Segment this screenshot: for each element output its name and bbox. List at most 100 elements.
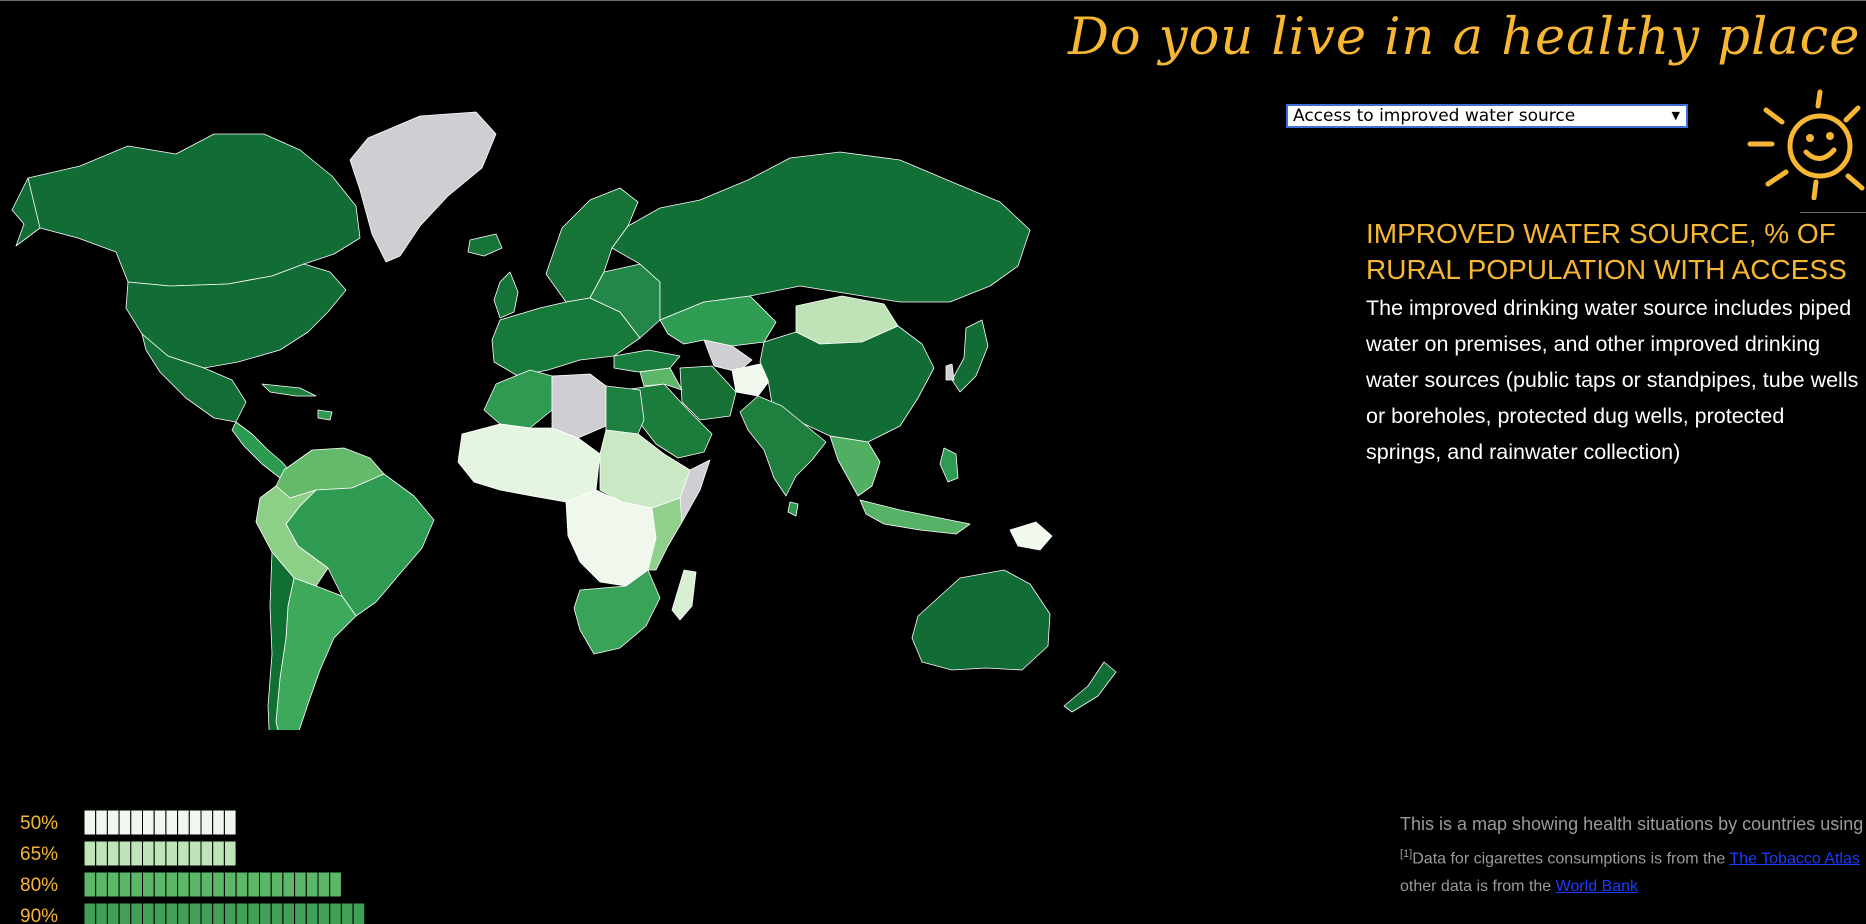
legend-box (153, 902, 167, 924)
legend-box (153, 871, 167, 898)
country-central-asia-nodata[interactable] (703, 339, 753, 373)
country-philippines[interactable] (939, 447, 959, 483)
country-caribbean[interactable] (317, 409, 333, 421)
legend-box (106, 809, 120, 836)
legend-box (200, 840, 214, 867)
country-egypt[interactable] (605, 385, 645, 435)
country-afghanistan[interactable] (731, 363, 771, 397)
legend-box (118, 871, 132, 898)
legend-box (305, 871, 319, 898)
country-east-africa[interactable] (647, 497, 683, 571)
country-india[interactable] (739, 395, 827, 497)
legend-box (118, 902, 132, 924)
legend-box (329, 871, 342, 898)
legend-box (106, 840, 120, 867)
country-north-africa-west[interactable] (483, 369, 553, 429)
country-arabia[interactable] (623, 383, 713, 459)
legend-box (200, 902, 214, 924)
country-cuba[interactable] (261, 383, 317, 397)
legend-box (188, 840, 202, 867)
sources-text: [1]Data for cigarettes consumptions is f… (1400, 840, 1866, 901)
variable-description: The improved drinking water source inclu… (1366, 296, 1859, 464)
legend-box (282, 871, 296, 898)
legend-box (153, 840, 167, 867)
legend-box (200, 871, 214, 898)
legend-box (212, 871, 225, 898)
country-kazakhstan[interactable] (659, 295, 777, 347)
legend-box (106, 902, 120, 924)
legend-box (212, 809, 225, 836)
tobacco-atlas-link[interactable]: The Tobacco Atlas (1729, 850, 1860, 868)
legend-box (83, 902, 97, 924)
legend-box (223, 871, 237, 898)
legend-label: 50% (20, 813, 58, 834)
legend-box (130, 902, 144, 924)
legend-box (130, 840, 144, 867)
country-alaska-usa[interactable] (11, 177, 41, 247)
world-map[interactable] (0, 50, 1160, 730)
legend-box (118, 840, 132, 867)
country-peru-bolivia[interactable] (255, 485, 329, 587)
country-indonesia[interactable] (859, 499, 971, 535)
legend-box (177, 871, 190, 898)
legend-box (118, 809, 132, 836)
legend-box (142, 871, 155, 898)
legend-box (95, 871, 108, 898)
legend-box (212, 840, 225, 867)
header-divider (1800, 212, 1866, 213)
country-sri-lanka[interactable] (787, 501, 799, 517)
legend-box (83, 871, 97, 898)
footer-info: This is a map showing health situations … (1400, 812, 1866, 924)
country-russia[interactable] (611, 151, 1031, 321)
country-australia[interactable] (911, 569, 1051, 671)
legend-box (142, 902, 155, 924)
country-canada[interactable] (21, 133, 361, 287)
legend-label: 80% (20, 875, 58, 896)
legend-box (165, 809, 179, 836)
country-iceland[interactable] (467, 233, 503, 257)
legend-box (95, 809, 108, 836)
country-southern-africa[interactable] (573, 569, 661, 655)
legend-box (165, 902, 179, 924)
sun-smiley-icon (1747, 89, 1865, 200)
source-line-1: [1]Data for cigarettes consumptions is f… (1400, 840, 1866, 873)
variable-title: Improved water source, % of rural popula… (1366, 218, 1847, 285)
legend-box (317, 871, 331, 898)
triangle-down-icon: ▼ (1671, 109, 1680, 122)
page-title: Do you live in a healthy place? (1068, 8, 1866, 67)
legend-box (212, 902, 225, 924)
legend-box (329, 902, 342, 924)
country-southeast-asia[interactable] (829, 435, 881, 497)
country-uk[interactable] (493, 271, 519, 319)
country-taiwan[interactable] (945, 363, 955, 381)
country-papua-new-guinea[interactable] (1009, 521, 1053, 551)
legend-box (188, 871, 202, 898)
country-new-zealand[interactable] (1063, 661, 1117, 713)
country-chile[interactable] (267, 551, 312, 730)
legend-box (317, 902, 331, 924)
legend-box (247, 871, 261, 898)
legend-box (200, 809, 214, 836)
legend-box (223, 809, 237, 836)
legend-label: 90% (20, 906, 58, 924)
legend-box (95, 840, 108, 867)
legend-box (294, 902, 307, 924)
country-central-america[interactable] (231, 421, 293, 479)
legend-box (177, 902, 190, 924)
country-algeria-libya-nodata[interactable] (551, 373, 607, 439)
legend-box (294, 871, 307, 898)
top-divider (0, 0, 1866, 1)
legend-box (340, 902, 354, 924)
country-iran[interactable] (679, 365, 737, 421)
dropdown-selected-value: Access to improved water source (1293, 106, 1576, 126)
country-greenland[interactable] (349, 111, 497, 263)
country-japan[interactable] (951, 319, 989, 393)
legend-box (223, 840, 237, 867)
legend-box (223, 902, 237, 924)
variable-dropdown[interactable]: Access to improved water source ▼ (1286, 104, 1688, 128)
world-bank-link[interactable]: World Bank (1555, 878, 1639, 896)
country-iraq-syria[interactable] (639, 367, 683, 391)
reference-mark: [1] (1400, 848, 1413, 860)
country-madagascar[interactable] (671, 569, 697, 621)
country-china[interactable] (759, 325, 935, 443)
